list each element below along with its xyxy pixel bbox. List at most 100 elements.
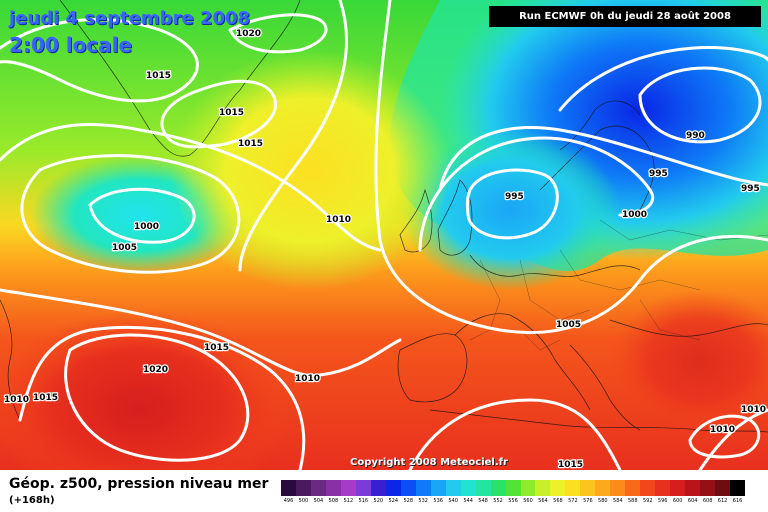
isobar-1010-mid [238, 0, 348, 272]
legend-swatch [625, 480, 641, 496]
isobar-1010-east [688, 414, 761, 459]
isobar-label: 995 [741, 184, 760, 194]
isobar-labels: 1020 1015 1015 1015 1000 1005 1010 995 9… [3, 28, 767, 470]
isobar-label: 1000 [134, 222, 159, 232]
legend-swatch [415, 480, 431, 496]
isobar-995-north-sea [465, 168, 559, 240]
isobar-label: 1010 [710, 425, 735, 435]
color-scale-legend: 496 500 504 508 512 516 520 524 528 532 536 540 544 5… [281, 480, 746, 510]
isobar-label: 1010 [295, 374, 320, 384]
isobar-990-scandinavia [638, 66, 762, 144]
legend-swatch [595, 480, 611, 496]
legend-swatch [445, 480, 461, 496]
isobar-label: 1005 [112, 243, 137, 253]
legend-swatch [340, 480, 356, 496]
isobar-label: 995 [505, 192, 524, 202]
isobar-1000-atlantic [88, 187, 196, 244]
legend-value: 540 [448, 498, 458, 504]
isobar-1020-azores [64, 333, 250, 462]
legend-value: 532 [418, 498, 428, 504]
isobar-1010-east-edge [698, 408, 768, 470]
isobar-label: 1015 [146, 71, 171, 81]
field-title: Géop. z500, pression niveau mer [9, 476, 269, 492]
legend-value: 564 [538, 498, 548, 504]
isobar-1010-south [0, 288, 402, 378]
isobar-1005-atlantic [20, 154, 241, 274]
legend-swatch [310, 480, 326, 496]
legend-value: 496 [283, 498, 294, 504]
isobar-995-east [438, 126, 768, 192]
legend-value: 576 [583, 498, 593, 504]
legend-swatch [355, 480, 371, 496]
isobar-label: 1010 [4, 395, 29, 405]
legend-value: 504 [313, 498, 324, 504]
isobar-label: 1015 [558, 460, 583, 470]
legend-swatches [281, 480, 746, 496]
legend-swatch [670, 480, 686, 496]
isobar-label: 995 [649, 169, 668, 179]
legend-value: 516 [358, 498, 369, 504]
legend-value: 596 [657, 498, 668, 504]
legend-swatch [535, 480, 551, 496]
isobar-label: 1010 [326, 215, 351, 225]
legend-value: 556 [508, 498, 518, 504]
legend-value: 608 [702, 498, 713, 504]
isobar-1015-med [408, 398, 622, 470]
copyright-notice: Copyright 2008 Meteociel.fr [350, 457, 508, 468]
isobar-label: 1015 [238, 139, 263, 149]
forecast-time: 2:00 locale [9, 33, 133, 57]
isobar-label: 1010 [741, 405, 766, 415]
isobar-1000-europe [418, 136, 654, 252]
legend-swatch [730, 480, 746, 496]
legend-swatch [655, 480, 671, 496]
legend-swatch [475, 480, 491, 496]
legend-value: 508 [328, 498, 339, 504]
isobar-label: 1015 [204, 343, 229, 353]
z500-high-east [610, 290, 768, 430]
forecast-date: jeudi 4 septembre 2008 [9, 8, 251, 29]
legend-swatch [565, 480, 581, 496]
map-footer: Géop. z500, pression niveau mer (+168h) … [0, 470, 768, 512]
isobar-1015-greenland [0, 18, 199, 103]
legend-swatch [385, 480, 401, 496]
legend-value: 616 [732, 498, 743, 504]
legend-swatch [505, 480, 521, 496]
isobar-label: 1015 [219, 108, 244, 118]
legend-swatch [460, 480, 476, 496]
z500-low-north-sea [400, 130, 620, 290]
legend-value: 560 [523, 498, 533, 504]
isobar-label: 1020 [236, 29, 261, 39]
legend-value: 512 [343, 498, 354, 504]
legend-swatch [520, 480, 536, 496]
isobar-995-scandinavia [558, 46, 768, 112]
isobar-1005-europe [374, 0, 768, 335]
z500-map: 1020 1015 1015 1015 1000 1005 1010 995 9… [0, 0, 768, 470]
legend-value: 568 [553, 498, 563, 504]
model-run-info: Run ECMWF 0h du jeudi 28 août 2008 [489, 6, 761, 27]
legend-value: 524 [388, 498, 399, 504]
country-borders [469, 219, 768, 351]
legend-swatch [370, 480, 386, 496]
legend-swatch [610, 480, 626, 496]
isobar-1010-atlantic [0, 122, 382, 252]
legend-swatch [580, 480, 596, 496]
legend-value: 552 [493, 498, 503, 504]
isobar-1020-north [228, 13, 328, 54]
isobar-label: 1015 [33, 393, 58, 403]
legend-swatch [295, 480, 311, 496]
coastlines [0, 0, 768, 433]
legend-value: 600 [672, 498, 683, 504]
isobar-label: 990 [686, 131, 705, 141]
legend-swatch [640, 480, 656, 496]
legend-swatch [400, 480, 416, 496]
legend-value: 580 [598, 498, 608, 504]
legend-swatch [325, 480, 341, 496]
legend-value: 548 [478, 498, 488, 504]
legend-value: 500 [298, 498, 309, 504]
isobar-1015-azores [18, 325, 306, 470]
legend-value: 584 [613, 498, 623, 504]
legend-swatch [715, 480, 731, 496]
isobar-label: 1020 [143, 365, 168, 375]
legend-value: 604 [687, 498, 698, 504]
